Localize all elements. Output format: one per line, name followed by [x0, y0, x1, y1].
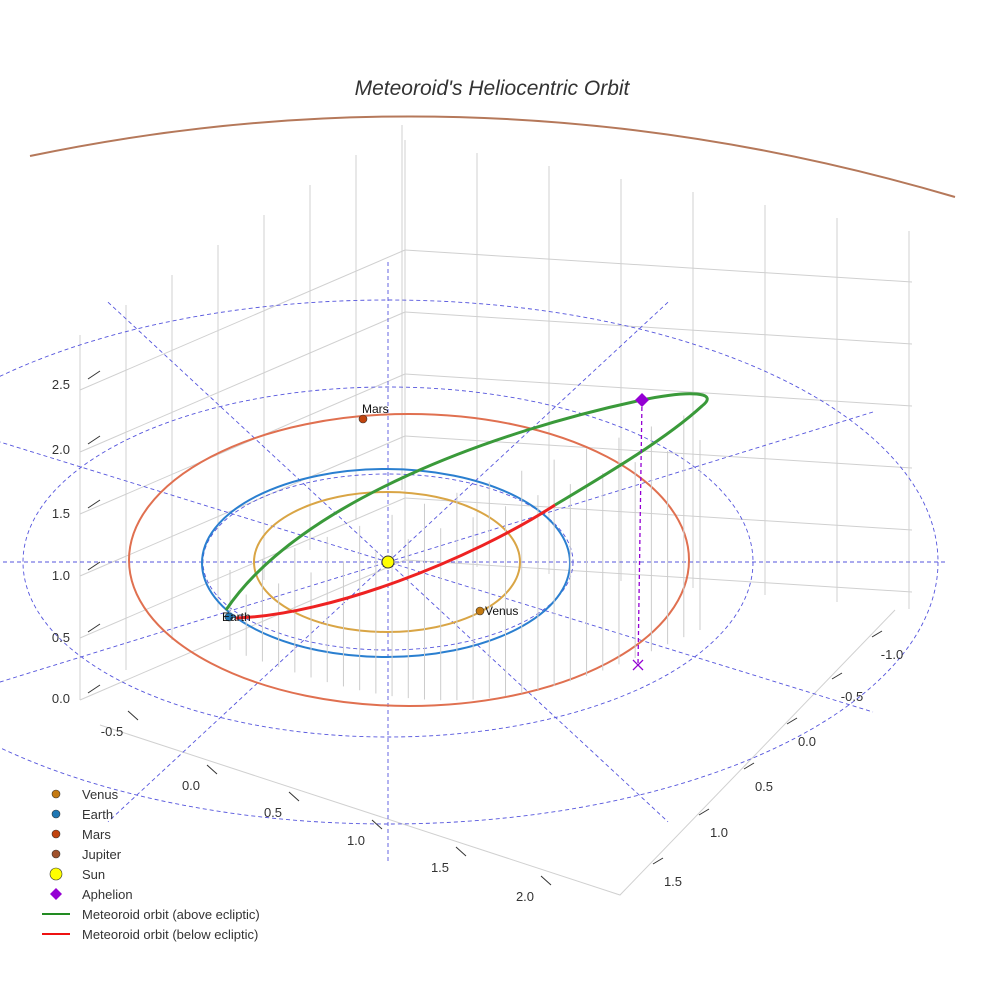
earth-marker: [224, 612, 234, 622]
pane-gridline: [404, 497, 913, 531]
floor-edge: [99, 609, 896, 896]
y-tick-label: 0.0: [798, 734, 816, 749]
z-tick-label: 2.5: [52, 377, 70, 392]
y-tick-mark: [871, 630, 883, 638]
aphelion-drop-line: [637, 399, 643, 666]
z-tick-mark: [87, 623, 101, 633]
mars-label: Mars: [362, 402, 389, 416]
z-tick-label: 0.0: [52, 691, 70, 706]
pane-gridline: [79, 559, 406, 701]
legend-marker: [51, 789, 61, 799]
pane-gridline: [404, 373, 913, 407]
legend-label: Aphelion: [82, 887, 133, 902]
y-tick-label: 0.5: [755, 779, 773, 794]
mars-marker: [358, 414, 368, 424]
sun-marker: [381, 555, 395, 569]
earth-label: Earth: [222, 610, 251, 624]
x-tick-mark: [540, 875, 552, 886]
legend-label: Meteoroid orbit (above ecliptic): [82, 907, 260, 922]
x-tick-label: 2.0: [516, 889, 534, 904]
pane-gridline: [79, 373, 406, 515]
z-tick-mark: [87, 684, 101, 694]
legend-label: Venus: [82, 787, 119, 802]
legend-marker: [51, 829, 61, 839]
legend-label: Earth: [82, 807, 113, 822]
y-tick-label: -1.0: [881, 647, 903, 662]
x-tick-label: 0.0: [182, 778, 200, 793]
meteoroid-orbit-above: [224, 392, 709, 611]
venus-orbit: [253, 491, 521, 633]
x-tick-mark: [371, 819, 383, 830]
z-tick-label: 1.5: [52, 506, 70, 521]
z-tick-label: 1.0: [52, 568, 70, 583]
legend-label: Sun: [82, 867, 105, 882]
y-tick-mark: [652, 857, 664, 865]
legend-marker: [51, 809, 61, 819]
z-tick-label: 2.0: [52, 442, 70, 457]
z-tick-mark: [87, 435, 101, 445]
ecliptic-polar-grid: [0, 262, 948, 862]
jupiter-orbit: [29, 115, 956, 198]
mars-orbit: [128, 413, 690, 707]
legend: Venus Earth Mars Jupiter Sun Aphelion Meteoroi…: [42, 787, 260, 942]
pane-gridline: [404, 559, 913, 593]
pane-gridline: [79, 249, 406, 391]
y-tick-mark: [698, 808, 710, 816]
pane-gridline: [79, 311, 406, 453]
x-tick-mark: [206, 764, 218, 775]
axis-ticks: 0.0 0.5 1.0 1.5 2.0 2.5 -0.5 0.0 0.5 1.0 1.5 2.0 -1.…: [52, 370, 903, 904]
legend-label: Mars: [82, 827, 111, 842]
x-tick-mark: [127, 710, 139, 721]
x-tick-label: 1.5: [431, 860, 449, 875]
pane-gridline: [79, 497, 406, 639]
pane-gridline: [79, 435, 406, 577]
x-tick-label: 1.0: [347, 833, 365, 848]
y-tick-mark: [831, 672, 843, 680]
y-tick-label: 1.5: [664, 874, 682, 889]
chart-title: Meteoroid's Heliocentric Orbit: [355, 77, 631, 100]
z-tick-mark: [87, 499, 101, 509]
venus-marker: [475, 606, 485, 616]
legend-marker: [49, 867, 63, 881]
y-tick-mark: [743, 762, 755, 770]
y-tick-label: -0.5: [841, 689, 863, 704]
z-tick-mark: [87, 561, 101, 571]
legend-marker: [50, 888, 62, 900]
legend-label: Meteoroid orbit (below ecliptic): [82, 927, 258, 942]
pane-gridline: [404, 311, 913, 345]
venus-label: Venus: [485, 604, 518, 618]
projection-lines: [229, 415, 701, 701]
aphelion-marker: [635, 393, 649, 407]
x-tick-mark: [288, 791, 300, 802]
y-tick-mark: [786, 717, 798, 725]
x-tick-label: 0.5: [264, 805, 282, 820]
legend-marker: [51, 849, 61, 859]
legend-label: Jupiter: [82, 847, 122, 862]
x-tick-mark: [455, 846, 467, 857]
x-tick-label: -0.5: [101, 724, 123, 739]
meteoroid-orbit-below: [235, 503, 556, 620]
pane-gridline: [404, 249, 913, 283]
y-tick-label: 1.0: [710, 825, 728, 840]
grid-panes: [79, 125, 913, 896]
z-tick-label: 0.5: [52, 630, 70, 645]
aphelion-projection-marker: [632, 659, 644, 671]
z-tick-mark: [87, 370, 101, 380]
